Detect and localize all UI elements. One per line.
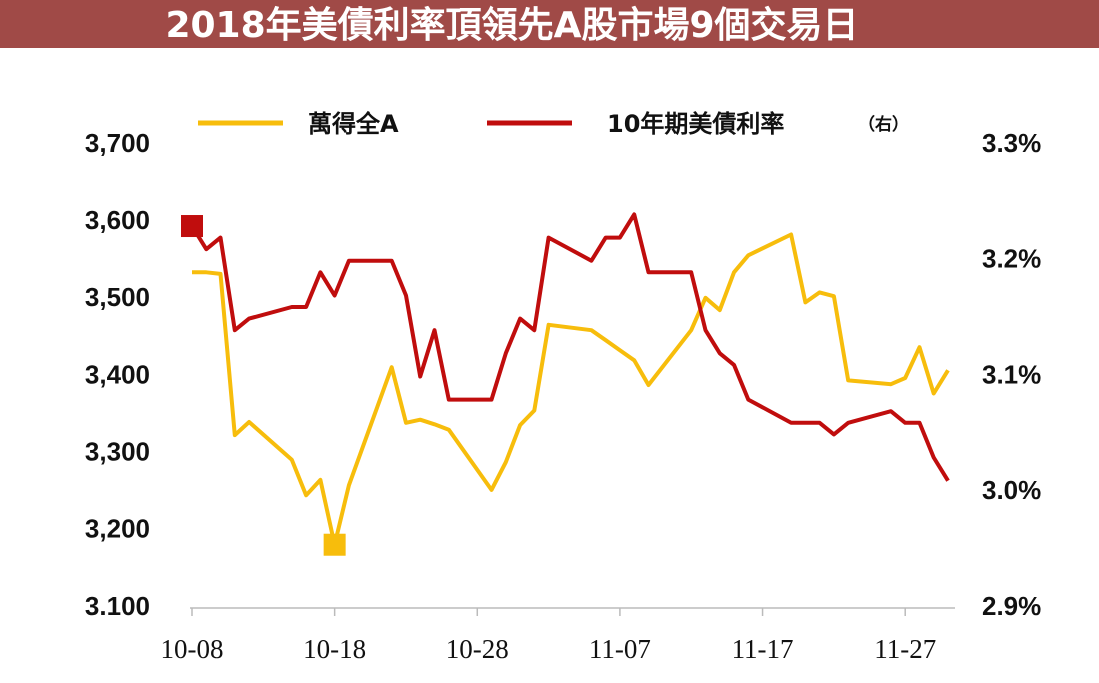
title-banner [0, 0, 1099, 48]
x-tick-label: 10-08 [161, 634, 224, 664]
y2-tick-label: 3.3% [982, 128, 1041, 158]
y-tick-label: 3,200 [85, 514, 150, 544]
chart-title: 2018年美債利率頂領先A股市場9個交易日 [165, 4, 858, 46]
legend-label: 10年期美債利率 [607, 110, 784, 138]
legend-label: 萬得全A [308, 110, 399, 138]
highlight-marker [323, 533, 346, 556]
y-tick-label: 3,600 [85, 205, 150, 235]
y-tick-label: 3,300 [85, 437, 150, 467]
y-tick-label: 3,500 [85, 282, 150, 312]
x-tick-label: 11-17 [732, 634, 794, 664]
y-tick-label: 3,400 [85, 359, 150, 389]
y2-tick-label: 3.0% [982, 475, 1041, 505]
y-tick-label: 3.100 [85, 591, 150, 621]
x-tick-label: 10-28 [446, 634, 509, 664]
x-tick-label: 11-27 [874, 634, 936, 664]
y2-tick-label: 3.2% [982, 244, 1041, 274]
x-tick-label: 11-07 [589, 634, 651, 664]
y2-tick-label: 2.9% [982, 591, 1041, 621]
y-tick-label: 3,700 [85, 128, 150, 158]
x-tick-label: 10-18 [303, 634, 366, 664]
highlight-marker [181, 215, 203, 238]
y2-tick-label: 3.1% [982, 359, 1041, 389]
y2-note: （右） [858, 114, 909, 135]
series-line [192, 232, 950, 547]
series-line [190, 212, 950, 482]
